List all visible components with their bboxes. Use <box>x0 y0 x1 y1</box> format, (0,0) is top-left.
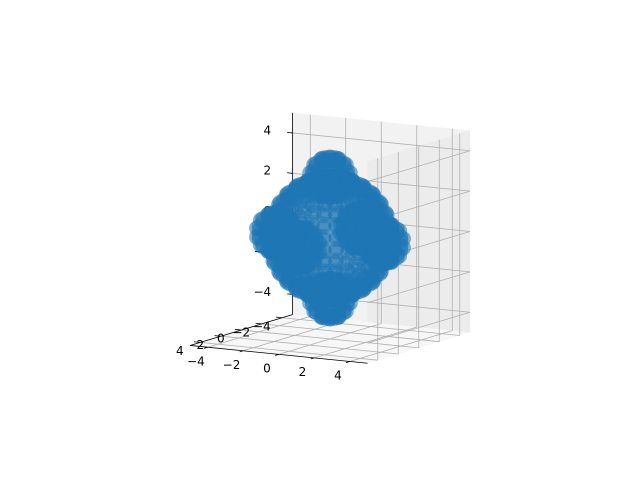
x-tick-label: 2 <box>196 338 204 352</box>
grid-y-floor <box>314 326 417 359</box>
y-tick-mark <box>239 350 244 353</box>
scatter-point <box>268 225 285 242</box>
y-tick-mark <box>275 353 279 356</box>
z-tick-mark <box>287 131 293 134</box>
y-tick-label: 0 <box>263 362 271 376</box>
x-tick-mark <box>255 322 262 325</box>
x-tick-label: −4 <box>253 319 271 333</box>
y-tick-label: −2 <box>223 358 241 372</box>
x-tick-label: −2 <box>232 325 250 339</box>
y-tick-mark <box>310 357 315 360</box>
z-tick-label: −4 <box>253 285 271 299</box>
y-tick-label: 4 <box>334 369 342 383</box>
grid-z-back <box>367 150 471 182</box>
y-tick-label: −4 <box>187 354 205 368</box>
grid-y-floor <box>278 323 382 355</box>
y-tick-label: 2 <box>299 365 307 379</box>
scatter-point <box>315 219 332 236</box>
x-tick-mark <box>234 329 242 331</box>
z-tick-label: 4 <box>264 123 272 137</box>
z-tick-label: 2 <box>264 164 272 178</box>
y-tick-mark <box>346 361 350 363</box>
scatter-point <box>352 222 369 238</box>
y-tick-mark <box>204 346 208 349</box>
x-tick-label: 4 <box>176 344 184 358</box>
grid-z-side <box>292 132 471 152</box>
grid-z-back <box>367 311 471 344</box>
z-tick-mark <box>287 172 293 174</box>
x-tick-mark <box>214 335 221 337</box>
scatter-points <box>248 149 412 327</box>
x-tick-mark <box>275 316 283 319</box>
x-tick-label: 0 <box>217 332 225 346</box>
grid-y-floor <box>207 316 311 348</box>
grid-y-floor <box>349 330 453 362</box>
x-tick-mark <box>193 341 201 343</box>
grid-z-back <box>367 271 471 304</box>
